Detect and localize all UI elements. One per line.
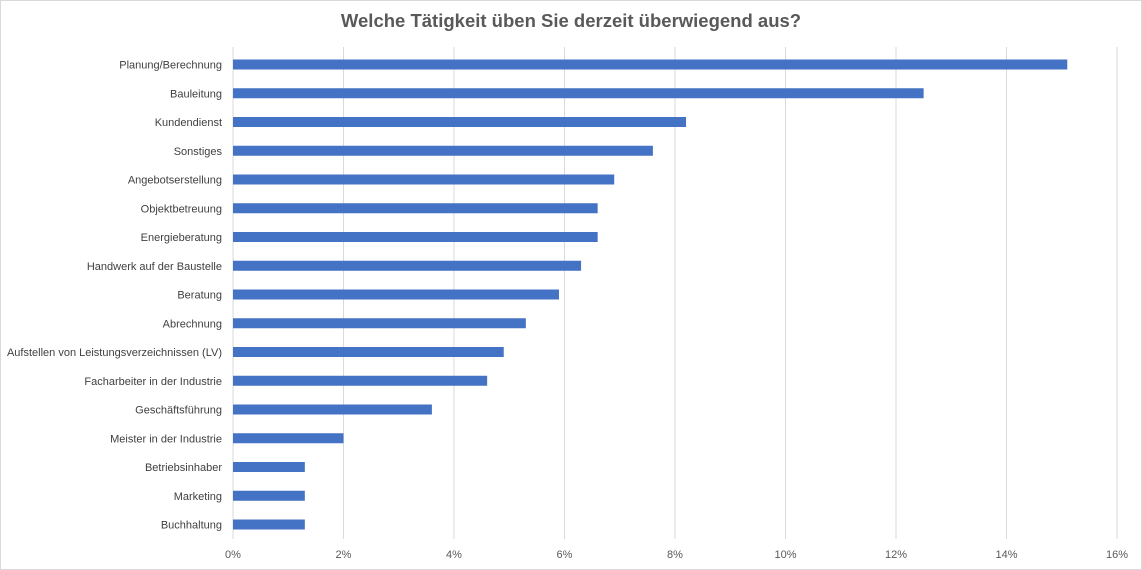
category-label: Buchhaltung	[161, 520, 222, 532]
bar	[233, 232, 598, 242]
category-label: Objektbetreuung	[141, 203, 222, 215]
category-label: Angebotserstellung	[128, 175, 222, 187]
x-tick-label: 16%	[1106, 549, 1128, 561]
category-label: Sonstiges	[174, 146, 223, 158]
bar	[233, 203, 598, 214]
category-label: Betriebsinhaber	[145, 462, 222, 474]
category-label: Facharbeiter in der Industrie	[84, 376, 222, 388]
bar	[233, 404, 432, 415]
category-labels: Planung/Berechnung Bauleitung Kundendienst…	[7, 60, 223, 532]
bar	[233, 519, 305, 530]
bar	[233, 462, 305, 472]
gridlines	[232, 47, 1118, 539]
bar	[233, 318, 526, 329]
category-label: Aufstellen von Leistungsverzeichnissen (…	[7, 347, 222, 359]
x-tick-label: 2%	[336, 549, 352, 561]
category-label: Handwerk auf der Baustelle	[87, 261, 222, 273]
x-tick-label: 4%	[446, 549, 462, 561]
category-label: Planung/Berechnung	[119, 60, 222, 72]
bar	[233, 59, 1068, 70]
category-label: Geschäftsführung	[135, 405, 222, 417]
x-tick-label: 10%	[774, 549, 796, 561]
bars	[233, 59, 1068, 530]
bar	[233, 289, 559, 300]
category-label: Energieberatung	[141, 232, 222, 244]
bar	[233, 347, 504, 357]
x-tick-label: 6%	[557, 549, 573, 561]
bar	[233, 145, 653, 156]
bar	[233, 490, 305, 501]
x-tick-label: 8%	[667, 549, 683, 561]
x-tick-label: 12%	[885, 549, 907, 561]
x-tick-label: 14%	[995, 549, 1017, 561]
x-tick-label: 0%	[225, 549, 241, 561]
x-tick-labels: 0% 2% 4% 6% 8% 10% 12% 14% 16%	[225, 549, 1128, 561]
category-label: Marketing	[174, 491, 222, 503]
bar	[233, 260, 582, 271]
bar	[233, 117, 687, 127]
bar	[233, 174, 615, 185]
category-label: Meister in der Industrie	[110, 433, 222, 445]
category-label: Kundendienst	[155, 117, 222, 129]
category-label: Bauleitung	[170, 88, 222, 100]
bar	[233, 433, 344, 444]
category-label: Abrechnung	[163, 318, 222, 330]
bar	[233, 88, 924, 99]
chart-title: Welche Tätigkeit üben Sie derzeit überwi…	[341, 10, 801, 31]
category-label: Beratung	[177, 290, 222, 302]
bar	[233, 375, 488, 386]
